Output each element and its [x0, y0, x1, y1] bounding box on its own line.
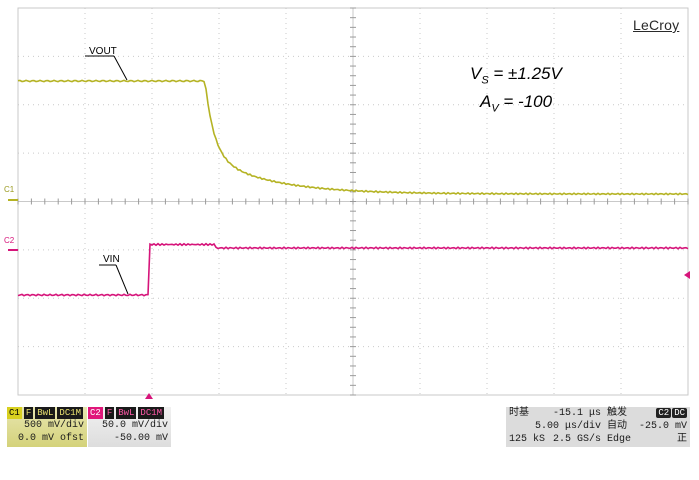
trigger-label: 触发 — [607, 408, 627, 419]
timebase-scale: 5.00 μs/div — [534, 421, 601, 432]
channel2-flag: F — [104, 407, 115, 419]
trigger-level: -25.0 mV — [638, 421, 687, 432]
trigger-info-box[interactable]: 触发 C2 DC 自动 -25.0 mV Edge 正 — [604, 407, 690, 447]
trigger-slope: 正 — [677, 434, 687, 445]
vout-trace — [17, 79, 689, 196]
vin-leader — [115, 264, 129, 295]
timebase-rate: 2.5 GS/s — [552, 434, 601, 445]
channel2-scale: 50.0 mV/div — [101, 420, 168, 431]
channel1-flag: F — [23, 407, 34, 419]
waveform-plot — [8, 7, 690, 399]
channel1-id: C1 — [7, 407, 22, 419]
vin-label: VIN — [103, 254, 120, 265]
vout-leader — [113, 55, 128, 81]
channel2-id: C2 — [88, 407, 103, 419]
timebase-info-box[interactable]: 时基 -15.1 μs 5.00 μs/div 125 kS 2.5 GS/s — [506, 407, 604, 447]
channel2-info-box[interactable]: C2 F BwL DC1M 50.0 mV/div -50.00 mV — [88, 407, 171, 447]
trigger-source: C2 — [656, 408, 672, 418]
channel1-info-box[interactable]: C1 F BwL DC1M 500 mV/div 0.0 mV ofst — [7, 407, 87, 447]
gain-annotation: AV = -100 — [480, 92, 553, 115]
timebase-delay: -15.1 μs — [552, 408, 601, 419]
scope-display: LeCroy VS = ±1.25V AV = -100 VOUT VIN C1… — [4, 7, 690, 399]
vout-label: VOUT — [89, 46, 117, 57]
channel2-bwl: BwL — [116, 407, 137, 419]
c2-ground-marker[interactable]: C2 — [4, 236, 15, 245]
c1-ground-marker[interactable]: C1 — [4, 185, 15, 194]
channel1-bwl: BwL — [35, 407, 56, 419]
timebase-label: 时基 — [509, 408, 529, 419]
vin-trace — [17, 242, 689, 297]
trigger-mode: 自动 — [607, 421, 627, 432]
timebase-samples: 125 kS — [509, 434, 546, 445]
channel1-scale: 500 mV/div — [23, 420, 84, 431]
channel2-offset: -50.00 mV — [113, 433, 168, 444]
trigger-coupling: DC — [672, 408, 687, 418]
trigger-type: Edge — [607, 434, 632, 445]
channel1-coupling: DC1M — [57, 407, 84, 419]
brand-logo: LeCroy — [633, 17, 680, 33]
supply-voltage-annotation: VS = ±1.25V — [470, 64, 562, 87]
trigger-position-marker — [145, 393, 153, 399]
trigger-level-marker — [684, 271, 690, 279]
channel2-coupling: DC1M — [138, 407, 165, 419]
channel1-offset: 0.0 mV ofst — [17, 433, 84, 444]
